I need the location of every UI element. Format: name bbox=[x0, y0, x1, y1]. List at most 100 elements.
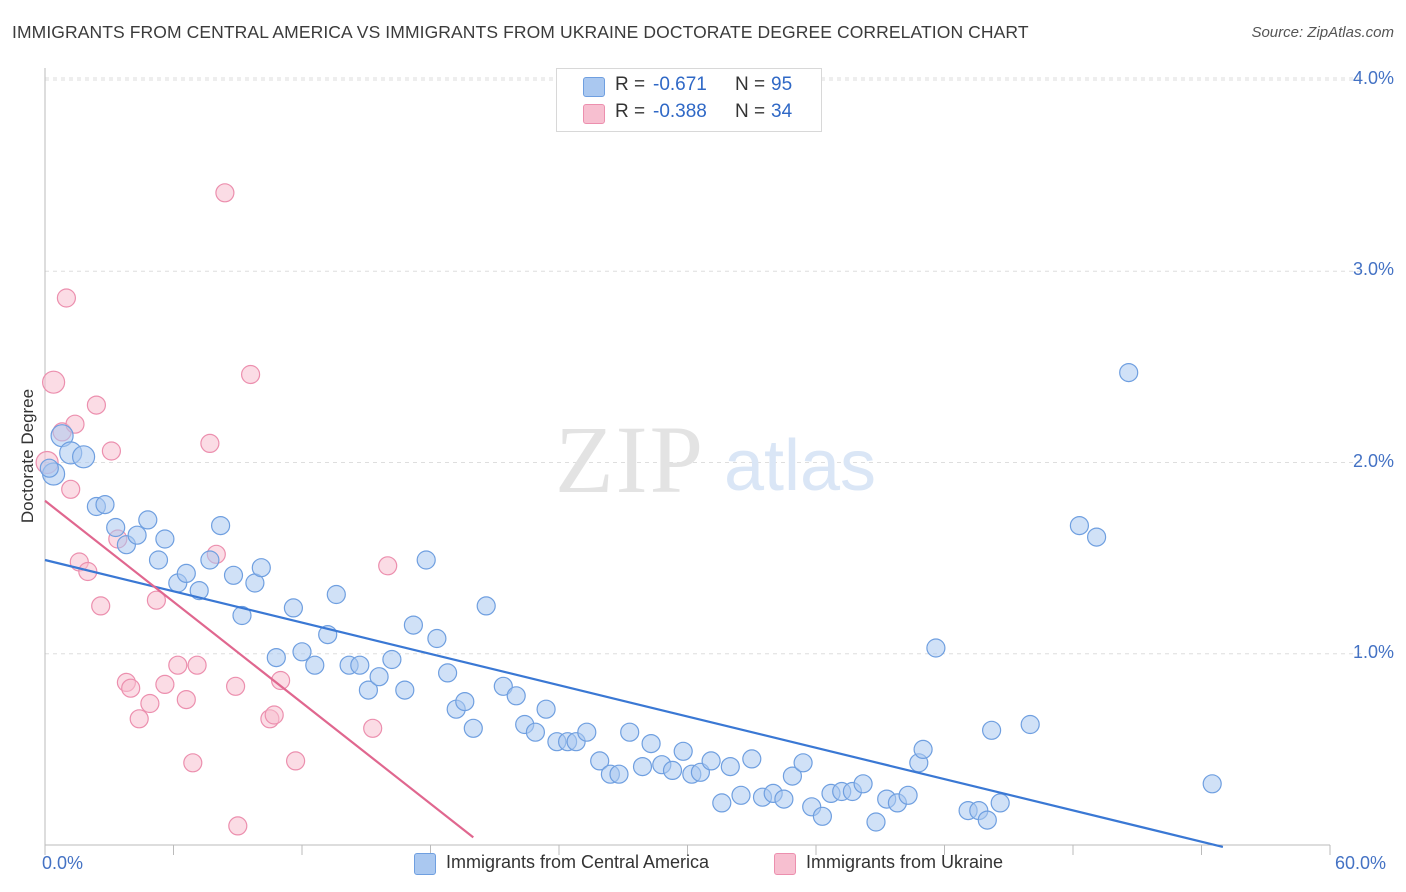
legend-r-value: -0.671 bbox=[653, 74, 707, 95]
central-america-point bbox=[981, 720, 1002, 740]
ukraine-point bbox=[168, 655, 188, 675]
legend-n-label: N = bbox=[735, 74, 766, 95]
legend-n-value: 95 bbox=[771, 74, 793, 95]
central-america-point bbox=[632, 756, 653, 777]
central-america-point bbox=[731, 785, 751, 805]
source-credit: Source: ZipAtlas.com bbox=[1251, 24, 1394, 41]
central-america-point bbox=[463, 718, 483, 738]
correlation-legend: R = -0.671 N = 95 R = -0.388 N = 34 bbox=[556, 68, 822, 132]
legend-row-ukraine: R = -0.388 N = 34 bbox=[557, 101, 821, 127]
ukraine-point bbox=[86, 395, 107, 415]
y-tick-label: 2.0% bbox=[1352, 450, 1394, 471]
watermark-zip: ZIP bbox=[555, 406, 705, 513]
central-america-point bbox=[590, 751, 610, 771]
central-america-point bbox=[774, 789, 794, 809]
legend-swatch-blue bbox=[583, 77, 605, 97]
ukraine-point bbox=[187, 655, 207, 675]
x-tick-label-min: 0.0% bbox=[42, 853, 84, 873]
central-america-point bbox=[577, 722, 597, 742]
central-america-point bbox=[292, 642, 312, 662]
y-tick-label: 4.0% bbox=[1352, 68, 1394, 88]
central-america-point bbox=[176, 563, 196, 584]
legend-item-ukraine: Immigrants from Ukraine bbox=[774, 852, 1054, 876]
central-america-point bbox=[742, 749, 762, 769]
ukraine-point bbox=[101, 441, 122, 461]
central-america-point bbox=[127, 525, 147, 545]
central-america-point bbox=[977, 810, 997, 830]
central-america-point bbox=[251, 558, 271, 578]
watermark-atlas: atlas bbox=[724, 426, 876, 506]
ukraine-point bbox=[121, 678, 141, 698]
legend-r-label: R = bbox=[615, 101, 646, 122]
central-america-point bbox=[1069, 515, 1090, 536]
central-america-point bbox=[369, 667, 389, 687]
central-america-point bbox=[609, 764, 629, 784]
central-america-point bbox=[782, 766, 803, 786]
ukraine-point bbox=[91, 596, 111, 616]
central-america-point bbox=[701, 751, 721, 771]
central-america-point bbox=[712, 793, 732, 813]
central-america-point bbox=[395, 680, 415, 700]
ukraine-point bbox=[264, 705, 284, 725]
central-america-point bbox=[793, 753, 813, 773]
central-america-point bbox=[620, 722, 640, 742]
central-america-point bbox=[148, 550, 169, 570]
central-america-point bbox=[95, 495, 115, 515]
ukraine-point bbox=[226, 676, 246, 696]
central-america-point bbox=[641, 733, 661, 754]
central-america-point bbox=[416, 550, 436, 570]
central-america-point bbox=[1119, 363, 1139, 383]
series-central-america-points bbox=[39, 363, 1222, 832]
legend-r-label: R = bbox=[615, 74, 646, 95]
ukraine-point bbox=[146, 590, 166, 610]
central-america-point bbox=[358, 680, 378, 700]
legend-n-label: N = bbox=[735, 101, 766, 122]
legend-row-central-america: R = -0.671 N = 95 bbox=[557, 74, 821, 100]
central-america-point bbox=[926, 638, 946, 658]
grid-lines bbox=[45, 77, 1365, 655]
ukraine-point bbox=[56, 288, 77, 308]
legend-swatch-blue bbox=[414, 853, 436, 875]
central-america-point bbox=[673, 741, 693, 761]
central-america-point bbox=[1086, 527, 1107, 547]
central-america-point bbox=[866, 812, 886, 832]
legend-r-value: -0.388 bbox=[653, 101, 707, 122]
central-america-point bbox=[493, 676, 513, 696]
central-america-point bbox=[455, 691, 475, 712]
legend-label: Immigrants from Central America bbox=[446, 852, 710, 872]
ukraine-point bbox=[183, 753, 203, 773]
central-america-point bbox=[898, 785, 918, 805]
ukraine-trend-line bbox=[44, 499, 474, 839]
central-america-point bbox=[305, 655, 325, 675]
central-america-point bbox=[913, 739, 933, 760]
central-america-point bbox=[106, 517, 126, 538]
central-america-point bbox=[382, 649, 402, 670]
ukraine-point bbox=[129, 709, 149, 729]
y-tick-label: 3.0% bbox=[1352, 259, 1394, 280]
ukraine-point bbox=[176, 689, 196, 710]
central-america-point bbox=[189, 580, 209, 601]
legend-label: Immigrants from Ukraine bbox=[806, 852, 1004, 872]
ukraine-point bbox=[286, 751, 306, 771]
central-america-point bbox=[232, 605, 252, 626]
central-america-point bbox=[1202, 774, 1222, 794]
central-america-point bbox=[283, 598, 303, 618]
central-america-point bbox=[427, 628, 447, 649]
central-america-point bbox=[720, 756, 740, 777]
ukraine-point bbox=[155, 674, 175, 695]
central-america-point bbox=[525, 722, 546, 742]
ukraine-point bbox=[363, 718, 383, 738]
central-america-point bbox=[990, 793, 1010, 813]
central-america-point bbox=[853, 774, 873, 794]
legend-swatch-pink bbox=[774, 853, 796, 875]
legend-n-value: 34 bbox=[771, 101, 793, 122]
central-america-point bbox=[266, 647, 286, 668]
central-america-point bbox=[476, 596, 496, 616]
y-axis-label: Doctorate Degree bbox=[18, 388, 37, 524]
central-america-point bbox=[200, 550, 220, 570]
y-tick-label: 1.0% bbox=[1352, 641, 1394, 662]
central-america-point bbox=[138, 510, 158, 530]
ukraine-point bbox=[41, 370, 66, 394]
x-tick-label-max: 60.0% bbox=[1335, 853, 1387, 873]
